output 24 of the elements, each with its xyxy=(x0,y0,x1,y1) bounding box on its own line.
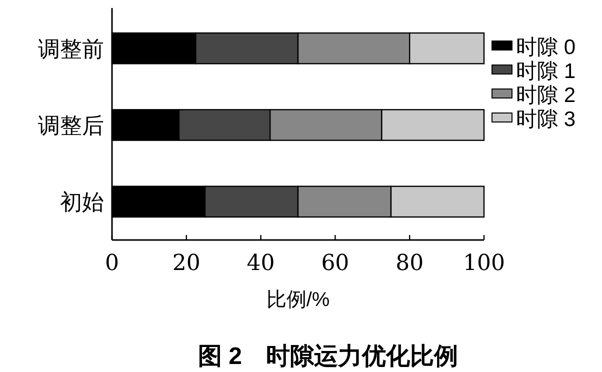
bar xyxy=(381,109,485,141)
x-tick-label: 80 xyxy=(396,251,424,276)
bar xyxy=(297,186,392,218)
bar xyxy=(297,32,410,64)
bar xyxy=(270,109,382,141)
x-tick-label: 40 xyxy=(246,251,275,276)
y-tick-label: 调整前 xyxy=(38,36,104,62)
legend-label: 时隙 1 xyxy=(516,60,576,83)
y-tick-label: 初始 xyxy=(60,190,104,215)
x-tick-label: 60 xyxy=(321,251,350,276)
legend-label: 时隙 2 xyxy=(516,84,576,107)
legend-label: 时隙 0 xyxy=(516,36,576,59)
bar xyxy=(390,186,485,218)
legend-label: 时隙 3 xyxy=(516,108,576,131)
bar xyxy=(195,32,299,64)
x-axis-title: 比例/% xyxy=(266,289,330,311)
x-tick-label: 100 xyxy=(463,251,505,276)
bar xyxy=(178,109,271,141)
x-tick-label: 0 xyxy=(105,251,119,276)
y-tick-label: 调整后 xyxy=(38,113,104,138)
x-tick-label: 20 xyxy=(172,251,200,276)
text: 图 2 时隙运力优化比例 xyxy=(198,343,458,370)
bar xyxy=(204,186,299,218)
bar xyxy=(409,32,485,64)
